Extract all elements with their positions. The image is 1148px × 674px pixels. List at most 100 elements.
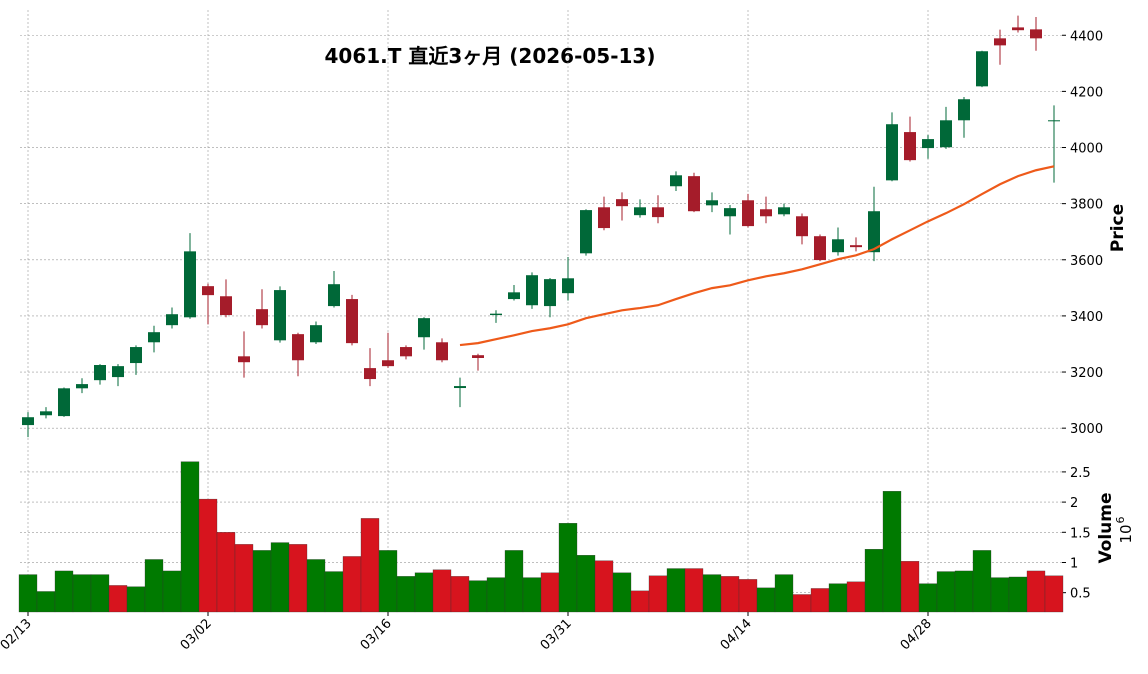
volume-bar bbox=[198, 498, 218, 613]
x-tick-label: 03/16 bbox=[358, 616, 395, 653]
candle-body bbox=[1048, 120, 1060, 122]
candle-body bbox=[40, 411, 52, 416]
candle-body bbox=[328, 284, 340, 307]
candle-body bbox=[796, 216, 808, 237]
candle-body bbox=[832, 239, 844, 253]
candle-body bbox=[562, 278, 574, 294]
volume-bar bbox=[306, 559, 326, 613]
volume-bar bbox=[1008, 576, 1028, 613]
volume-bar bbox=[378, 550, 398, 613]
volume-tick-label: 2 bbox=[1070, 496, 1078, 511]
volume-bar bbox=[576, 555, 596, 613]
candle-body bbox=[472, 355, 484, 358]
volume-bar bbox=[846, 581, 866, 613]
volume-bar bbox=[972, 550, 992, 613]
candle-body bbox=[202, 286, 214, 296]
volume-bar bbox=[216, 532, 236, 613]
volume-bar bbox=[324, 571, 344, 613]
candle-body bbox=[706, 200, 718, 206]
candle-body bbox=[76, 384, 88, 389]
volume-bar bbox=[738, 579, 758, 613]
volume-bar bbox=[774, 574, 794, 613]
candle-body bbox=[526, 275, 538, 306]
candle-body bbox=[922, 139, 934, 149]
candle-body bbox=[850, 245, 862, 248]
candle-body bbox=[400, 347, 412, 357]
volume-bar bbox=[18, 574, 38, 613]
x-tick-label: 02/13 bbox=[0, 616, 35, 653]
candle-body bbox=[544, 279, 556, 307]
candle-body bbox=[1012, 27, 1024, 31]
y-tick-label: 3000 bbox=[1070, 422, 1103, 437]
volume-bar bbox=[522, 577, 542, 613]
candle-body bbox=[310, 325, 322, 343]
volume-bar bbox=[756, 587, 776, 613]
candle-body bbox=[670, 175, 682, 187]
volume-bar bbox=[936, 571, 956, 613]
volume-multiplier: 10 6 bbox=[1114, 517, 1135, 544]
candle-body bbox=[994, 38, 1006, 46]
x-tick-label: 03/02 bbox=[178, 616, 215, 653]
candle-body bbox=[184, 251, 196, 318]
volume-bar bbox=[900, 561, 920, 613]
chart-title: 4061.T 直近3ヶ月 (2026-05-13) bbox=[325, 44, 656, 68]
volume-bar bbox=[234, 544, 254, 613]
candle-body bbox=[724, 208, 736, 217]
volume-bar bbox=[612, 572, 632, 613]
candle-body bbox=[238, 356, 250, 363]
volume-bar bbox=[954, 570, 974, 613]
y-tick-label: 3200 bbox=[1070, 366, 1103, 381]
volume-bar bbox=[72, 574, 92, 613]
candle-body bbox=[130, 347, 142, 364]
candle-body bbox=[958, 99, 970, 121]
volume-bar bbox=[54, 570, 74, 613]
volume-bar bbox=[252, 550, 272, 613]
volume-axis-label: Volume bbox=[1096, 492, 1116, 563]
x-tick-label: 04/14 bbox=[718, 616, 755, 653]
candle-body bbox=[616, 199, 628, 207]
volume-bar bbox=[702, 574, 722, 613]
volume-tick-label: 0.5 bbox=[1070, 587, 1091, 602]
volume-bar bbox=[990, 577, 1010, 613]
y-tick-label: 4400 bbox=[1070, 29, 1103, 44]
candle-body bbox=[940, 120, 952, 148]
candle-body bbox=[508, 292, 520, 300]
volume-bar bbox=[810, 588, 830, 613]
volume-bar bbox=[684, 568, 704, 613]
candle-body bbox=[580, 210, 592, 254]
volume-bar bbox=[864, 549, 884, 613]
candle-body bbox=[760, 209, 772, 217]
volume-bar bbox=[450, 576, 470, 613]
y-tick-label: 4000 bbox=[1070, 142, 1103, 157]
volume-bar bbox=[504, 550, 524, 613]
volume-bar bbox=[162, 570, 182, 613]
candle-body bbox=[148, 332, 160, 343]
volume-bar bbox=[558, 523, 578, 613]
volume-bar bbox=[360, 518, 380, 613]
volume-bar bbox=[468, 580, 488, 613]
volume-bar bbox=[180, 461, 200, 613]
volume-bar bbox=[918, 583, 938, 613]
volume-bar bbox=[144, 559, 164, 613]
volume-tick-label: 2.5 bbox=[1070, 466, 1091, 481]
volume-bar bbox=[432, 569, 452, 613]
candle-body bbox=[598, 207, 610, 229]
candle-body bbox=[436, 342, 448, 361]
candle-body bbox=[886, 124, 898, 181]
candle-body bbox=[112, 366, 124, 378]
volume-bar bbox=[792, 594, 812, 613]
volume-bar bbox=[720, 576, 740, 613]
multiplier-exponent: 6 bbox=[1114, 517, 1127, 524]
volume-bar bbox=[414, 572, 434, 613]
candle-body bbox=[904, 132, 916, 161]
candle-body bbox=[166, 314, 178, 326]
volume-bar bbox=[486, 577, 506, 613]
candle-body bbox=[490, 313, 502, 316]
volume-bar bbox=[36, 591, 56, 613]
volume-bar bbox=[270, 542, 290, 613]
volume-bar bbox=[648, 575, 668, 613]
volume-bar bbox=[126, 586, 146, 613]
candle-body bbox=[94, 365, 106, 381]
candle-body bbox=[418, 318, 430, 338]
